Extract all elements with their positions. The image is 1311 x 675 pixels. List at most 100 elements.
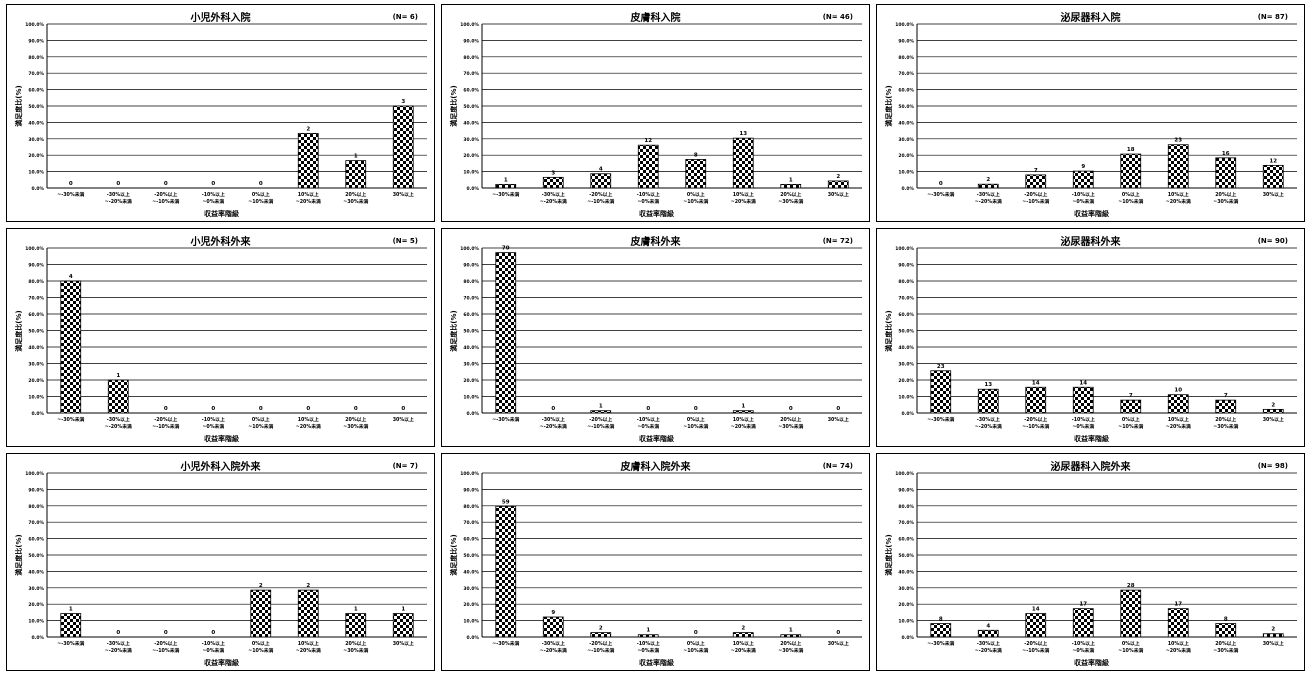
bar: [1167, 144, 1189, 189]
data-label: 12: [1269, 158, 1277, 164]
bar: [1072, 386, 1094, 414]
y-tick-label: 40.0%: [463, 569, 479, 575]
data-label: 0: [164, 406, 168, 412]
data-label: 1: [354, 607, 358, 613]
x-tick-label: ~-20%未満: [105, 647, 132, 654]
chart-plot: 0.0% 10.0% 20.0% 30.0% 40.0% 50.0% 60.0% 70.0% 8…: [895, 471, 1297, 654]
y-tick-label: 30.0%: [898, 586, 914, 592]
y-tick-label: 90.0%: [463, 487, 479, 493]
y-tick-label: 0.0%: [32, 635, 45, 641]
data-label: 2: [306, 126, 310, 132]
x-tick-label: -20%以上: [1024, 416, 1047, 423]
x-tick-label: 30%以上: [828, 416, 849, 423]
y-tick-label: 30.0%: [28, 586, 44, 592]
data-label: 3: [401, 99, 405, 105]
y-tick-label: 100.0%: [25, 22, 44, 28]
x-tick-label: ~30%未満: [778, 423, 803, 430]
x-tick-label: ~-30%未満: [57, 191, 84, 198]
chart-panel: 皮膚科外来 (N= 72) 0.0% 10.0% 20.0% 30.0% 40.0% 50.0…: [441, 228, 870, 447]
data-label: 1: [69, 607, 73, 613]
x-tick-label: 0%以上: [252, 191, 270, 198]
data-label: 9: [551, 610, 555, 616]
x-tick-label: ~10%未満: [248, 423, 273, 430]
data-label: 0: [401, 406, 405, 412]
sample-size-label: (N= 46): [822, 13, 853, 21]
y-tick-label: 0.0%: [32, 186, 45, 192]
x-tick-label: 0%以上: [1122, 640, 1140, 647]
bar: [732, 632, 754, 638]
x-tick-label: ~-20%未満: [975, 647, 1002, 654]
y-tick-label: 60.0%: [28, 537, 44, 543]
x-tick-label: -30%以上: [542, 416, 565, 423]
y-tick-label: 60.0%: [898, 88, 914, 94]
chart-plot: 0.0% 10.0% 20.0% 30.0% 40.0% 50.0% 60.0% 70.0% 8…: [460, 22, 862, 205]
bar: [60, 280, 82, 414]
y-tick-label: 60.0%: [898, 312, 914, 318]
y-tick-label: 80.0%: [463, 55, 479, 61]
x-tick-label: -30%以上: [542, 191, 565, 198]
data-label: 0: [306, 406, 310, 412]
y-tick-label: 30.0%: [463, 137, 479, 143]
x-tick-label: ~-20%未満: [540, 647, 567, 654]
y-tick-label: 60.0%: [463, 312, 479, 318]
y-axis-label: 満足度比(%): [885, 85, 893, 127]
y-tick-label: 20.0%: [463, 153, 479, 159]
data-label: 0: [164, 181, 168, 187]
bar: [297, 132, 319, 189]
y-tick-label: 80.0%: [463, 279, 479, 285]
y-tick-label: 30.0%: [28, 137, 44, 143]
y-tick-label: 50.0%: [898, 553, 914, 559]
x-tick-label: 20%以上: [1215, 191, 1236, 198]
x-tick-label: -10%以上: [202, 416, 225, 423]
y-tick-label: 10.0%: [28, 619, 44, 625]
x-tick-label: ~-10%未満: [587, 647, 614, 654]
bar: [495, 183, 517, 189]
y-tick-label: 40.0%: [463, 120, 479, 126]
y-tick-label: 50.0%: [28, 553, 44, 559]
y-tick-label: 20.0%: [898, 153, 914, 159]
chart-title: 泌尿器科外来: [1060, 237, 1121, 248]
x-tick-label: ~-30%未満: [492, 416, 519, 423]
bar: [1120, 399, 1142, 414]
x-tick-label: ~10%未満: [1118, 198, 1143, 205]
data-label: 17: [1079, 602, 1087, 608]
y-tick-label: 100.0%: [25, 471, 44, 477]
x-tick-label: ~-30%未満: [57, 416, 84, 423]
y-tick-label: 50.0%: [463, 329, 479, 335]
x-tick-label: -20%以上: [154, 416, 177, 423]
y-tick-label: 80.0%: [28, 504, 44, 510]
y-tick-label: 50.0%: [898, 329, 914, 335]
x-tick-label: 20%以上: [780, 191, 801, 198]
bar: [495, 252, 517, 414]
data-label: 18: [1127, 147, 1135, 153]
x-tick-label: 20%以上: [345, 191, 366, 198]
y-tick-label: 50.0%: [463, 553, 479, 559]
y-tick-label: 40.0%: [28, 569, 44, 575]
bar: [1262, 408, 1284, 414]
data-label: 0: [211, 181, 215, 187]
x-axis-label: 収益率階級: [639, 435, 674, 443]
x-tick-label: ~-30%未満: [57, 640, 84, 647]
y-axis-label: 満足度比(%): [450, 534, 458, 576]
x-axis-label: 収益率階級: [204, 435, 239, 443]
chart-plot: 0.0% 10.0% 20.0% 30.0% 40.0% 50.0% 60.0% 70.0% 8…: [460, 246, 862, 430]
y-tick-label: 100.0%: [895, 22, 914, 28]
bar: [1120, 153, 1142, 189]
y-tick-label: 20.0%: [898, 378, 914, 384]
y-tick-label: 40.0%: [463, 345, 479, 351]
x-tick-label: ~10%未満: [683, 647, 708, 654]
x-tick-label: 10%以上: [298, 191, 319, 198]
chart-plot: 0.0% 10.0% 20.0% 30.0% 40.0% 50.0% 60.0% 70.0% 8…: [25, 246, 427, 430]
x-tick-label: ~0%未満: [637, 198, 659, 205]
sample-size-label: (N= 90): [1257, 237, 1288, 245]
data-label: 2: [986, 177, 990, 183]
data-label: 1: [401, 607, 405, 613]
x-tick-label: ~-10%未満: [152, 423, 179, 430]
bar: [495, 505, 517, 638]
y-tick-label: 0.0%: [467, 411, 480, 417]
data-label: 17: [1174, 602, 1182, 608]
x-tick-label: 30%以上: [393, 640, 414, 647]
bar: [1025, 386, 1047, 414]
sample-size-label: (N= 5): [392, 237, 418, 245]
